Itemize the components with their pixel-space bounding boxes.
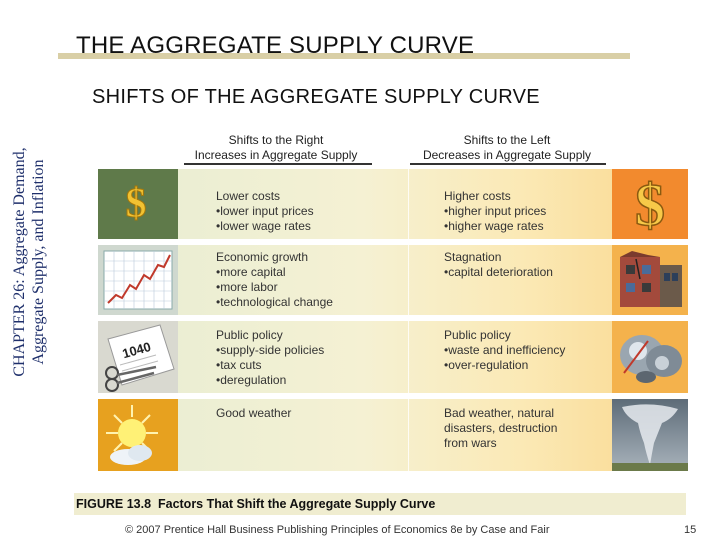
figure-caption-text: Factors That Shift the Aggregate Supply … <box>157 497 436 511</box>
copyright-footer: © 2007 Prentice Hall Business Publishing… <box>125 524 550 536</box>
left-item: more capital <box>216 265 401 280</box>
left-item: technological change <box>216 295 401 310</box>
dollar-sign-icon: $ <box>98 169 178 239</box>
left-item: deregulation <box>216 373 401 388</box>
left-item: lower input prices <box>216 204 401 219</box>
left-head: Public policy <box>216 328 283 342</box>
chapter-title-line-1: CHAPTER 26: Aggregate Demand, <box>11 147 28 377</box>
caption-bar <box>74 493 686 515</box>
left-head: Good weather <box>216 406 292 420</box>
red-tape-icon <box>612 321 688 393</box>
column-header-left-line-1: Shifts to the Left <box>463 133 551 147</box>
right-head: Stagnation <box>444 250 502 264</box>
right-head: Public policy <box>444 328 511 342</box>
column-header-right-line-1: Shifts to the Right <box>228 133 324 147</box>
table-row-growth: Economic growth more capital more labor … <box>98 245 688 315</box>
right-item: higher input prices <box>444 204 644 219</box>
left-item: tax cuts <box>216 358 401 373</box>
page-number: 15 <box>684 524 697 536</box>
slide-subtitle: SHIFTS OF THE AGGREGATE SUPPLY CURVE <box>92 86 540 108</box>
dollar-sign-icon: $ <box>612 169 688 239</box>
figure-label: FIGURE 13.8 <box>76 497 152 511</box>
right-cell-weather: Bad weather, natural disasters, destruct… <box>444 399 644 471</box>
left-cell-public-policy: Public policy supply-side policies tax c… <box>216 321 401 393</box>
left-item: lower wage rates <box>216 219 401 234</box>
column-header-right-line-2: Increases in Aggregate Supply <box>194 148 358 162</box>
left-item: more labor <box>216 280 401 295</box>
column-header-shifts-left: Shifts to the Left Decreases in Aggregat… <box>412 133 602 163</box>
figure-caption: FIGURE 13.8 Factors That Shift the Aggre… <box>76 497 435 511</box>
column-rule-left <box>410 163 606 165</box>
column-rule-right <box>184 163 372 165</box>
title-underline-bar <box>58 53 630 59</box>
chapter-sidebar-title: CHAPTER 26: Aggregate Demand, Aggregate … <box>0 0 58 500</box>
left-cell-growth: Economic growth more capital more labor … <box>216 245 401 315</box>
column-header-left-line-2: Decreases in Aggregate Supply <box>422 148 592 162</box>
right-item: capital deterioration <box>444 265 644 280</box>
right-item: over-regulation <box>444 358 644 373</box>
table-row-weather: Good weather Bad weather, natural disast… <box>98 399 688 471</box>
tax-form-scissors-icon: 1040 <box>98 321 178 393</box>
left-cell-costs: Lower costs lower input prices lower wag… <box>216 169 401 239</box>
right-cell-growth: Stagnation capital deterioration <box>444 245 644 315</box>
right-cell-public-policy: Public policy waste and inefficiency ove… <box>444 321 644 393</box>
tornado-icon <box>612 399 688 471</box>
sun-cloud-icon <box>98 399 178 471</box>
chapter-title-line-2: Aggregate Supply, and Inflation <box>30 159 47 365</box>
left-head: Lower costs <box>216 189 281 203</box>
broken-building-icon <box>612 245 688 315</box>
table-row-public-policy: 1040 Public policy supply-side policies … <box>98 321 688 393</box>
right-item: waste and inefficiency <box>444 343 644 358</box>
growth-chart-icon <box>98 245 178 315</box>
table-row-costs: $ Lower costs lower input prices lower w… <box>98 169 688 239</box>
svg-text:$: $ <box>635 172 665 238</box>
left-cell-weather: Good weather <box>216 399 401 471</box>
right-cell-costs: Higher costs higher input prices higher … <box>444 169 644 239</box>
right-item: higher wage rates <box>444 219 644 234</box>
left-head: Economic growth <box>216 250 309 264</box>
left-item: supply-side policies <box>216 343 401 358</box>
column-header-shifts-right: Shifts to the Right Increases in Aggrega… <box>186 133 366 163</box>
figure-table: $ Lower costs lower input prices lower w… <box>98 169 688 471</box>
right-head: Bad weather, natural disasters, destruct… <box>444 406 558 450</box>
right-head: Higher costs <box>444 189 511 203</box>
svg-text:$: $ <box>126 181 147 227</box>
